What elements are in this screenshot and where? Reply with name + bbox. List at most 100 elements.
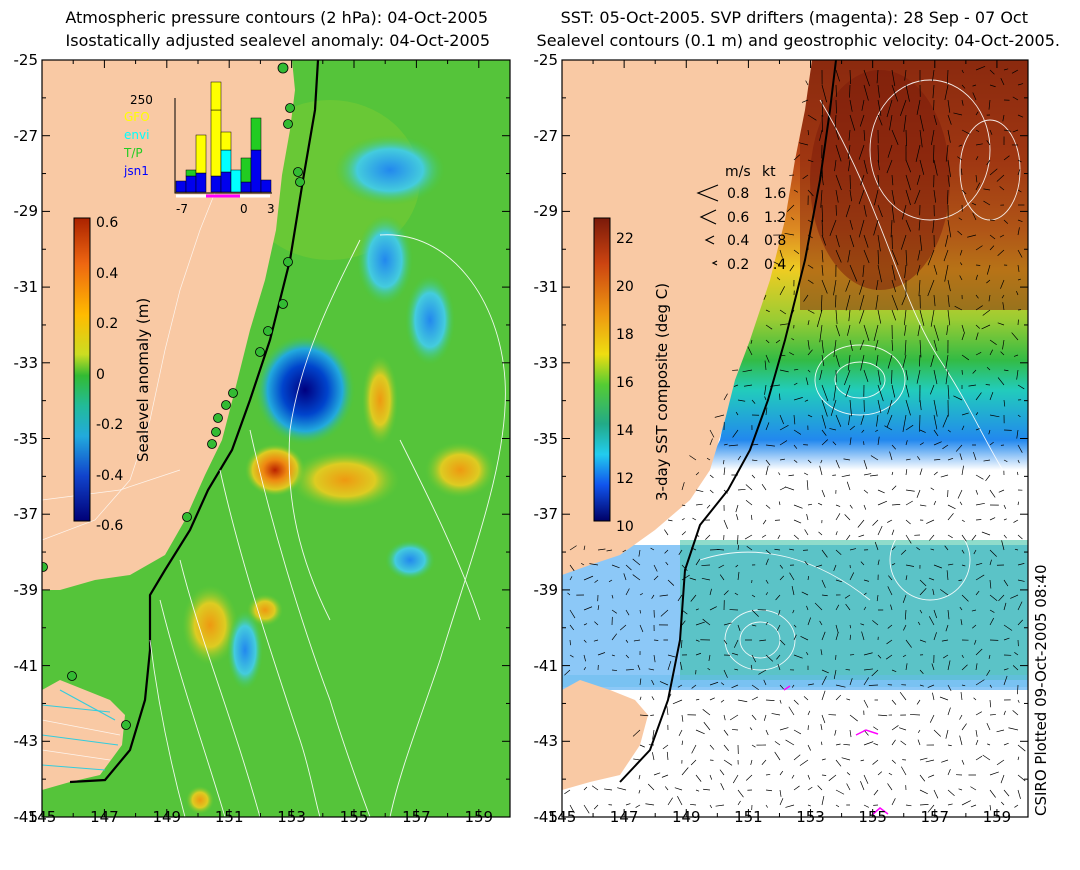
velocity-vector bbox=[778, 609, 781, 616]
velocity-vector bbox=[944, 264, 949, 282]
velocity-vector bbox=[989, 489, 996, 498]
velocity-vector bbox=[975, 474, 984, 480]
velocity-vector bbox=[806, 651, 809, 656]
velocity-vector bbox=[793, 504, 803, 509]
velocity-vector bbox=[975, 489, 979, 495]
velocity-vector bbox=[701, 577, 711, 581]
velocity-vector bbox=[835, 531, 838, 536]
velocity-vector bbox=[873, 726, 879, 731]
velocity-vector bbox=[986, 159, 991, 166]
velocity-vector bbox=[1003, 129, 1012, 132]
velocity-vector bbox=[714, 414, 725, 418]
velocity-vector bbox=[709, 429, 715, 438]
velocity-vector bbox=[751, 609, 759, 617]
velocity-vector bbox=[835, 694, 842, 701]
velocity-vector bbox=[919, 789, 928, 795]
velocity-vector bbox=[778, 472, 781, 476]
velocity-vector bbox=[947, 457, 954, 461]
velocity-vector bbox=[989, 392, 994, 401]
velocity-vector bbox=[681, 714, 684, 722]
velocity-vector bbox=[877, 525, 883, 536]
velocity-vector bbox=[765, 465, 769, 476]
velocity-vector bbox=[807, 774, 811, 780]
velocity-vector bbox=[916, 547, 921, 551]
velocity-vector bbox=[821, 594, 828, 597]
velocity-vector bbox=[961, 800, 971, 806]
velocity-vector bbox=[719, 574, 725, 581]
velocity-vector bbox=[803, 696, 809, 701]
velocity-vector bbox=[793, 624, 797, 628]
velocity-vector bbox=[996, 174, 1005, 182]
velocity-vector bbox=[943, 249, 949, 262]
velocity-vector bbox=[891, 759, 896, 764]
velocity-vector bbox=[821, 174, 824, 186]
velocity-vector bbox=[932, 219, 935, 233]
velocity-vector bbox=[779, 486, 787, 491]
velocity-vector bbox=[745, 500, 753, 506]
velocity-vector bbox=[891, 725, 899, 731]
velocity-vector bbox=[723, 639, 728, 645]
x-tick-label: 145 bbox=[547, 808, 577, 826]
sst-colorbar-tick: 22 bbox=[616, 231, 634, 247]
velocity-vector bbox=[1000, 774, 1005, 784]
velocity-vector bbox=[877, 771, 883, 776]
inset-xtick: -7 bbox=[176, 202, 188, 216]
velocity-vector bbox=[933, 414, 938, 430]
velocity-vector bbox=[789, 572, 795, 581]
velocity-vector bbox=[877, 399, 882, 414]
velocity-vector bbox=[917, 324, 921, 337]
velocity-vector bbox=[591, 785, 599, 791]
velocity-vector bbox=[709, 774, 713, 780]
velocity-vector bbox=[960, 692, 963, 701]
velocity-vector bbox=[817, 502, 823, 506]
velocity-vector bbox=[819, 465, 823, 476]
velocity-legend-header-kt: kt bbox=[762, 164, 776, 180]
sla-colorbar-tick: -0.6 bbox=[96, 518, 124, 534]
velocity-vector bbox=[902, 594, 907, 604]
velocity-vector bbox=[891, 529, 895, 536]
velocity-vector bbox=[1017, 219, 1023, 223]
velocity-vector bbox=[945, 354, 949, 370]
velocity-vector bbox=[849, 189, 852, 202]
velocity-vector bbox=[1017, 159, 1022, 163]
velocity-vector bbox=[569, 564, 575, 572]
velocity-vector bbox=[779, 323, 790, 326]
velocity-vector bbox=[872, 759, 879, 765]
velocity-vector bbox=[849, 99, 853, 112]
velocity-vector bbox=[859, 339, 865, 351]
sst-colorbar-tick: 14 bbox=[616, 423, 634, 439]
velocity-vector bbox=[751, 696, 759, 701]
velocity-vector bbox=[989, 441, 994, 446]
sla-colorbar-label: Sealevel anomaly (m) bbox=[134, 297, 152, 462]
velocity-vector bbox=[747, 346, 753, 356]
velocity-vector bbox=[902, 654, 907, 658]
velocity-vector bbox=[847, 324, 851, 336]
velocity-vector bbox=[900, 766, 907, 776]
velocity-vector bbox=[835, 789, 845, 795]
velocity-vector bbox=[793, 654, 803, 659]
velocity-vector bbox=[703, 721, 711, 731]
velocity-vector bbox=[877, 174, 880, 187]
velocity-vector bbox=[1003, 534, 1007, 539]
velocity-vector bbox=[959, 275, 963, 281]
velocity-vector bbox=[667, 654, 676, 658]
velocity-vector bbox=[877, 436, 880, 446]
velocity-vector bbox=[835, 354, 840, 367]
velocity-vector bbox=[891, 546, 896, 551]
velocity-vector bbox=[933, 632, 937, 641]
velocity-vector bbox=[569, 545, 577, 551]
velocity-vector bbox=[859, 309, 865, 324]
sst-colorbar-tick: 16 bbox=[616, 375, 634, 391]
velocity-vector bbox=[737, 399, 746, 402]
velocity-vector bbox=[861, 99, 865, 111]
velocity-vector bbox=[919, 757, 928, 761]
velocity-vector bbox=[877, 489, 885, 494]
velocity-vector bbox=[779, 286, 786, 296]
velocity-vector bbox=[761, 484, 767, 491]
velocity-vector bbox=[1003, 624, 1013, 631]
velocity-vector bbox=[807, 234, 813, 239]
velocity-vector bbox=[672, 699, 683, 705]
velocity-vector bbox=[835, 459, 840, 469]
velocity-vector bbox=[819, 369, 823, 381]
velocity-vector bbox=[1002, 302, 1005, 311]
